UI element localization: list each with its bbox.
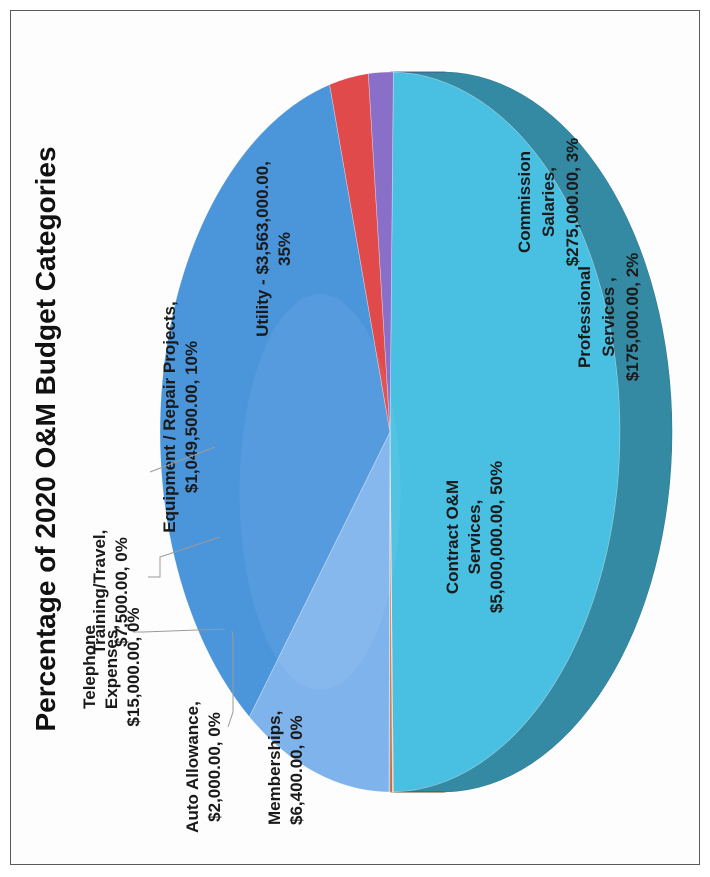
- data-label-line: $7,500.00, 0%: [112, 537, 131, 647]
- data-label-line: $5,000,000.00, 50%: [487, 461, 506, 613]
- data-label-line: Salaries,: [539, 167, 558, 237]
- data-label-line: $175,000.00, 2%: [623, 253, 642, 382]
- data-label-line: Utility - $3,563,000.00,: [253, 161, 272, 337]
- data-label-line: Equipment / Repair Projects,: [160, 301, 179, 532]
- data-label-line: 35%: [275, 232, 294, 266]
- chart-rotated-group: Percentage of 2020 O&M Budget Categories…: [30, 72, 672, 833]
- data-label-line: $6,400.00, 0%: [287, 715, 306, 825]
- chart-title: Percentage of 2020 O&M Budget Categories: [30, 146, 61, 731]
- data-label-line: Commission: [515, 151, 534, 253]
- data-label-line: Memberships,: [265, 711, 284, 825]
- data-label-line: Services,: [465, 500, 484, 575]
- pie-highlight: [240, 294, 401, 690]
- data-label-line: $1,049,500.00, 10%: [182, 341, 201, 493]
- data-label-line: $275,000.00, 3%: [563, 138, 582, 267]
- data-label-line: Contract O&M: [443, 480, 462, 594]
- data-label-line: Auto Allowance,: [183, 701, 202, 833]
- data-label-line: Professional: [575, 266, 594, 368]
- data-label-auto-allowance: Auto Allowance, $2,000.00, 0%: [183, 701, 224, 833]
- data-label-line: Services ,: [599, 277, 618, 356]
- data-label-line: Training/Travel,: [90, 530, 109, 655]
- data-label-line: $2,000.00, 0%: [205, 712, 224, 822]
